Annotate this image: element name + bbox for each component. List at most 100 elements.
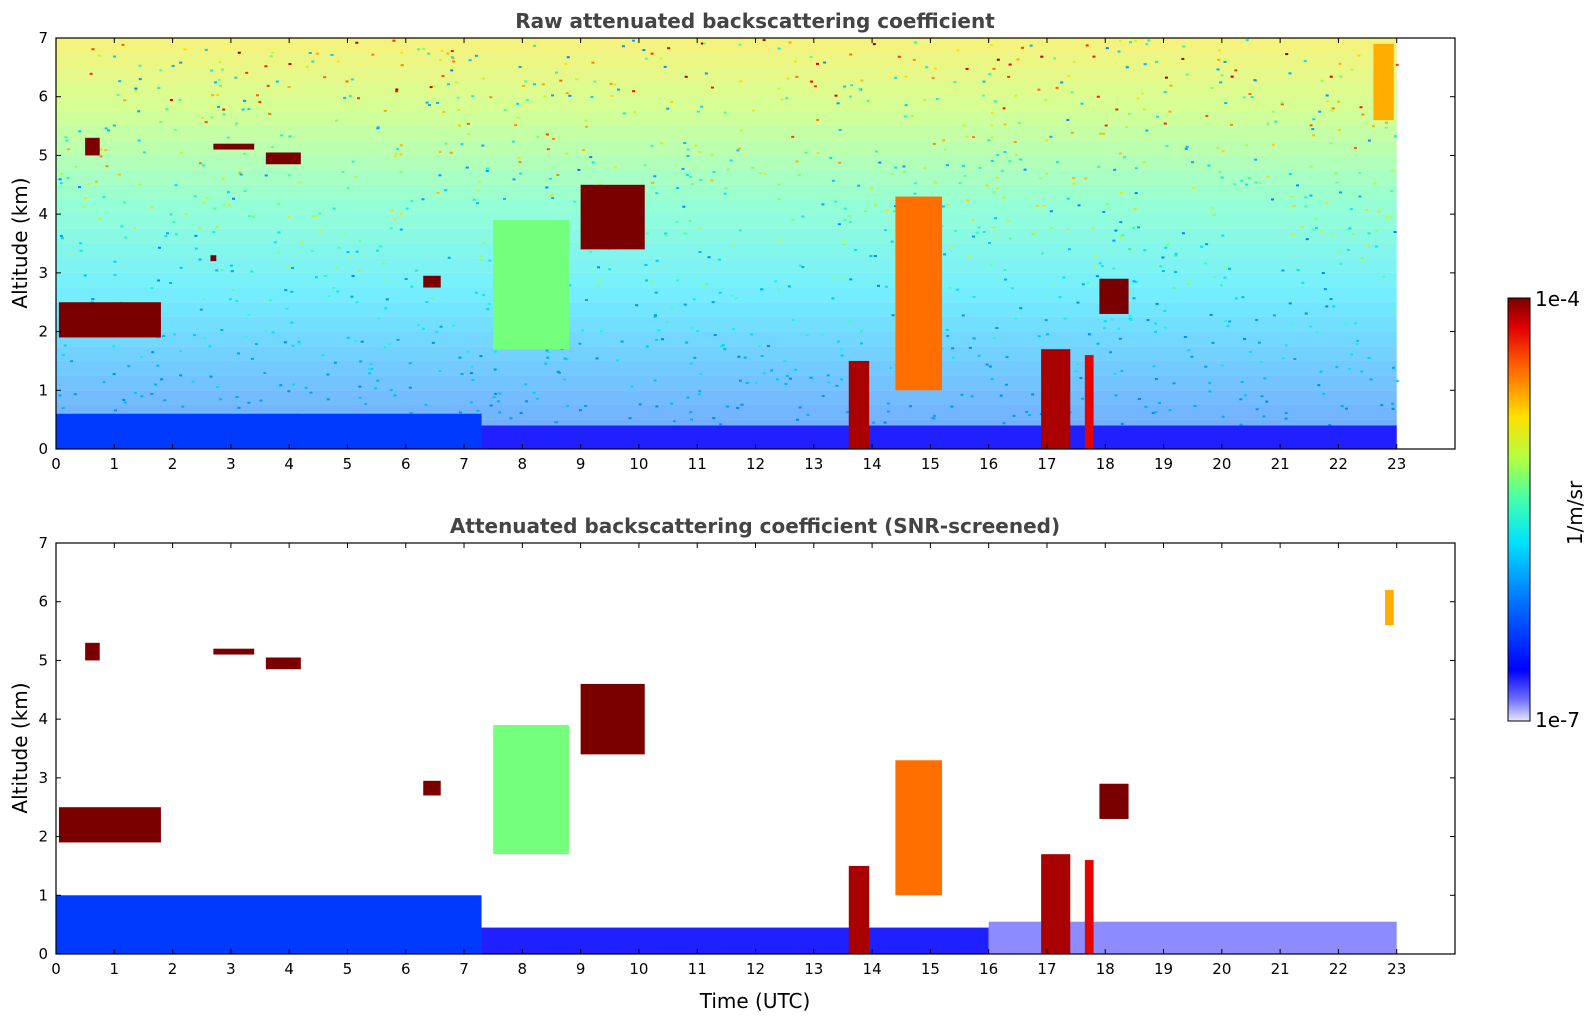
noise-speckle [323, 274, 327, 277]
noise-speckle [1136, 97, 1140, 100]
noise-speckle [439, 325, 443, 328]
noise-speckle [904, 104, 908, 107]
noise-speckle [1096, 95, 1100, 98]
noise-speckle [1266, 122, 1270, 125]
noise-speckle [1172, 286, 1176, 289]
noise-speckle [460, 143, 464, 146]
noise-speckle [79, 242, 83, 245]
noise-speckle [1093, 264, 1097, 267]
noise-speckle [227, 203, 231, 206]
cloud-region [1373, 43, 1394, 121]
noise-speckle [992, 226, 996, 229]
noise-speckle [760, 288, 764, 291]
noise-speckle [399, 153, 403, 156]
noise-speckle [476, 202, 480, 205]
noise-speckle [314, 276, 318, 279]
noise-speckle [247, 313, 251, 316]
noise-speckle [891, 314, 895, 317]
noise-speckle [958, 181, 962, 184]
noise-speckle [654, 291, 658, 294]
noise-speckle [788, 41, 792, 44]
noise-speckle [1137, 398, 1141, 401]
noise-speckle [705, 283, 709, 286]
noise-speckle [258, 101, 262, 104]
noise-speckle [536, 135, 540, 138]
noise-speckle [712, 171, 716, 174]
noise-speckle [1361, 113, 1365, 116]
noise-speckle [1304, 196, 1308, 199]
noise-speckle [346, 336, 350, 339]
cloud-region [213, 648, 255, 655]
noise-speckle [1332, 305, 1336, 308]
noise-speckle [1360, 256, 1364, 259]
noise-speckle [683, 142, 687, 145]
noise-speckle [837, 223, 841, 226]
noise-speckle [962, 124, 966, 127]
noise-speckle [1102, 327, 1106, 330]
noise-speckle [545, 349, 549, 352]
x-tick-label: 20 [1212, 960, 1231, 978]
noise-speckle [238, 171, 242, 174]
noise-speckle [978, 167, 982, 170]
noise-speckle [613, 83, 617, 86]
noise-speckle [1145, 129, 1149, 132]
noise-speckle [376, 249, 380, 252]
noise-speckle [113, 273, 117, 276]
noise-speckle [1296, 184, 1300, 187]
noise-speckle [250, 357, 254, 360]
noise-speckle [1361, 258, 1365, 261]
noise-speckle [346, 251, 350, 254]
noise-speckle [1120, 422, 1124, 425]
noise-speckle [487, 302, 491, 305]
noise-speckle [1151, 411, 1155, 414]
noise-speckle [1172, 382, 1176, 385]
noise-speckle [610, 94, 614, 97]
noise-speckle [809, 376, 813, 379]
noise-speckle [203, 201, 207, 204]
noise-speckle [354, 175, 358, 178]
noise-speckle [758, 172, 762, 175]
noise-speckle [950, 405, 954, 408]
noise-speckle [183, 48, 187, 51]
noise-speckle [124, 236, 128, 239]
noise-speckle [1260, 395, 1264, 398]
noise-speckle [1339, 262, 1343, 265]
noise-speckle [1309, 124, 1313, 127]
noise-speckle [990, 124, 994, 127]
noise-speckle [854, 249, 858, 252]
x-tick-label: 23 [1387, 455, 1406, 473]
noise-speckle [1223, 266, 1227, 269]
noise-speckle [564, 62, 568, 65]
noise-speckle [61, 354, 65, 357]
noise-speckle [1188, 278, 1192, 281]
noise-speckle [581, 149, 585, 152]
noise-speckle [791, 135, 795, 138]
noise-speckle [676, 187, 680, 190]
noise-speckle [869, 255, 873, 258]
noise-speckle [444, 189, 448, 192]
noise-speckle [134, 87, 138, 90]
noise-speckle [218, 84, 222, 87]
noise-speckle [826, 374, 830, 377]
noise-speckle [123, 99, 127, 102]
noise-speckle [935, 97, 939, 100]
noise-speckle [1049, 210, 1053, 213]
noise-speckle [904, 75, 908, 78]
noise-speckle [404, 277, 408, 280]
noise-speckle [1340, 405, 1344, 408]
noise-speckle [568, 94, 572, 97]
noise-speckle [751, 109, 755, 112]
noise-speckle [417, 324, 421, 327]
noise-speckle [280, 134, 284, 137]
noise-speckle [842, 243, 846, 246]
noise-speckle [1317, 384, 1321, 387]
noise-speckle [1076, 301, 1080, 304]
noise-speckle [642, 49, 646, 52]
noise-speckle [940, 225, 944, 228]
noise-speckle [298, 181, 302, 184]
noise-speckle [1309, 325, 1313, 328]
noise-speckle [424, 403, 428, 406]
x-tick-label: 9 [576, 455, 586, 473]
noise-band [56, 170, 1397, 185]
noise-speckle [1244, 144, 1248, 147]
